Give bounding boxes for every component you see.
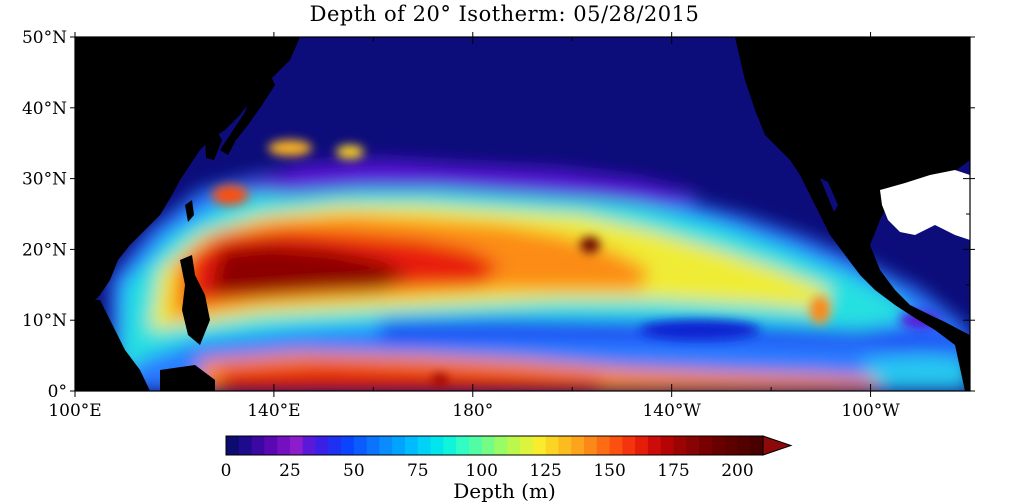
colorbar-swatch	[430, 436, 444, 455]
colorbar-tick-label: 100	[465, 461, 497, 481]
lat-label: 50°N	[22, 28, 67, 48]
latitude-axis: 50°N 40°N 30°N 20°N 10°N 0°	[22, 28, 975, 402]
depth-shading	[110, 160, 970, 391]
lat-label: 20°N	[22, 240, 67, 260]
colorbar-swatch	[456, 436, 470, 455]
colorbar-swatch	[724, 436, 739, 455]
colorbar-swatch	[226, 436, 240, 455]
colorbar-swatch	[596, 436, 611, 455]
colorbar-title: Depth (m)	[453, 479, 556, 503]
colorbar-swatch	[584, 436, 598, 455]
colorbar-swatch	[405, 436, 419, 455]
colorbar-tick-label: 0	[221, 461, 232, 481]
colorbar-tick-label: 150	[593, 461, 625, 481]
longitude-axis: 100°E 140°E 180° 140°W 100°W	[48, 32, 900, 421]
colorbar-swatch	[660, 436, 675, 455]
colorbar-swatch	[417, 436, 432, 455]
colorbar-swatch	[571, 436, 585, 455]
colorbar-swatch	[302, 436, 317, 455]
lon-label: 140°W	[642, 401, 701, 421]
colorbar-tick-label: 25	[279, 461, 301, 481]
lon-label: 100°W	[841, 401, 900, 421]
colorbar-swatch	[507, 436, 521, 455]
colorbar-swatch	[443, 436, 457, 455]
colorbar: 0 25 50 75 100 125 150 175 200	[221, 435, 793, 481]
lon-label: 140°E	[247, 401, 300, 421]
colorbar-swatch	[289, 436, 304, 455]
colorbar-swatch	[251, 436, 265, 455]
colorbar-swatch	[328, 436, 342, 455]
colorbar-swatch	[750, 436, 764, 455]
colorbar-swatch	[238, 436, 253, 455]
colorbar-tick-label: 200	[721, 461, 753, 481]
land-masses	[75, 37, 970, 391]
lat-label: 10°N	[22, 311, 67, 331]
colorbar-swatch	[635, 436, 649, 455]
colorbar-swatch	[609, 436, 623, 455]
missing-data	[880, 170, 970, 240]
colorbar-swatch	[737, 436, 751, 455]
colorbar-swatch	[494, 436, 508, 455]
colorbar-swatch	[277, 436, 291, 455]
colorbar-swatch	[699, 436, 713, 455]
colorbar-swatch	[481, 436, 496, 455]
colorbar-swatch	[520, 436, 534, 455]
colorbar-swatch	[545, 436, 560, 455]
colorbar-swatch	[673, 436, 687, 455]
colorbar-swatch	[558, 436, 572, 455]
lat-label: 0°	[48, 382, 67, 402]
colorbar-swatch	[532, 436, 547, 455]
depth-field	[75, 37, 970, 391]
colorbar-tick-label: 75	[407, 461, 429, 481]
lat-label: 30°N	[22, 170, 67, 190]
colorbar-extend-arrow	[762, 435, 793, 456]
map-title: Depth of 20° Isotherm: 05/28/2015	[309, 2, 700, 26]
colorbar-swatch	[366, 436, 381, 455]
colorbar-swatch	[647, 436, 662, 455]
colorbar-swatch	[264, 436, 278, 455]
colorbar-tick-label: 50	[343, 461, 365, 481]
gulf-of-california	[820, 178, 838, 212]
colorbar-tick-label: 175	[657, 461, 689, 481]
colorbar-swatch	[353, 436, 368, 455]
lon-label: 180°	[452, 401, 493, 421]
colorbar-swatch	[341, 436, 355, 455]
colorbar-tick-label: 125	[529, 461, 561, 481]
colorbar-swatch	[315, 436, 329, 455]
colorbar-swatch	[622, 436, 636, 455]
colorbar-swatch	[468, 436, 483, 455]
colorbar-frame	[225, 435, 764, 456]
colorbar-swatch	[686, 436, 700, 455]
lon-label: 100°E	[48, 401, 101, 421]
colorbar-swatch	[711, 436, 726, 455]
colorbar-swatch	[392, 436, 406, 455]
colorbar-swatch	[379, 436, 393, 455]
lat-label: 40°N	[22, 99, 67, 119]
